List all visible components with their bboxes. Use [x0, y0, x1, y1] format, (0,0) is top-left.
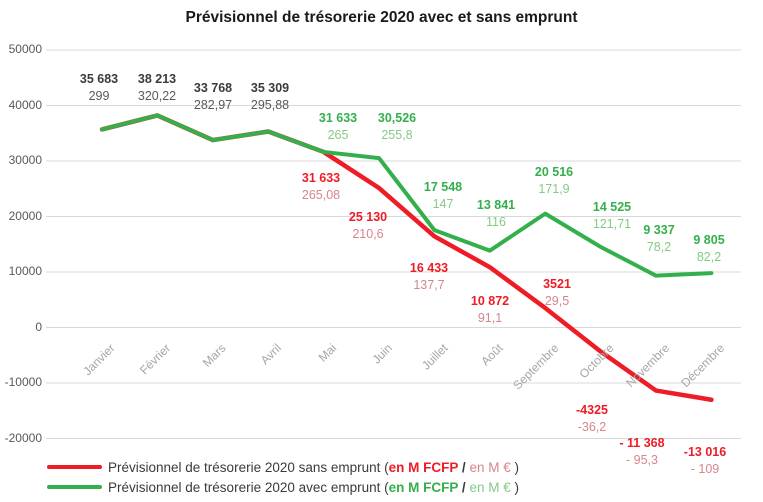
data-label-eur: 295,88 — [250, 98, 290, 112]
legend-label-avec-emprunt: Prévisionnel de trésorerie 2020 avec emp… — [108, 479, 519, 495]
data-label-eur: 299 — [88, 89, 110, 103]
data-label-avec-emprunt: 14 525 121,71 — [593, 199, 631, 233]
data-label-avec-emprunt: 31 633 265 — [319, 110, 357, 144]
data-label-shared: 35 309 295,88 — [251, 80, 289, 114]
data-label-eur: - 109 — [690, 462, 720, 476]
legend-item-avec-emprunt: Prévisionnel de trésorerie 2020 avec emp… — [47, 477, 519, 497]
data-label-fcfp: 9 337 — [643, 223, 675, 237]
data-label-eur: 91,1 — [477, 311, 503, 325]
data-label-fcfp: 13 841 — [476, 198, 516, 212]
data-label-sans-emprunt: 10 872 91,1 — [471, 293, 509, 327]
chart-title: Prévisionnel de trésorerie 2020 avec et … — [185, 9, 578, 26]
data-label-sans-emprunt: - 11 368 - 95,3 — [619, 435, 664, 469]
data-label-eur: - 95,3 — [626, 453, 658, 467]
data-label-eur: 82,2 — [696, 250, 722, 264]
data-label-eur: 29,5 — [544, 294, 570, 308]
data-label-fcfp: 33 768 — [193, 81, 233, 95]
legend-label-sans-emprunt: Prévisionnel de trésorerie 2020 sans emp… — [108, 459, 519, 475]
series-line-green — [100, 113, 714, 278]
data-label-eur: 210,6 — [352, 227, 384, 241]
data-label-fcfp: 35 309 — [250, 81, 290, 95]
y-axis-tick-label: 10000 — [8, 264, 42, 278]
data-label-fcfp: 3521 — [543, 277, 571, 291]
data-label-sans-emprunt: 3521 29,5 — [543, 276, 571, 310]
data-label-fcfp: - 11 368 — [619, 436, 665, 450]
data-label-avec-emprunt: 9 805 82,2 — [693, 232, 724, 266]
data-label-avec-emprunt: 13 841 116 — [477, 197, 515, 231]
data-label-avec-emprunt: 9 337 78,2 — [643, 222, 674, 256]
data-label-eur: 171,9 — [538, 182, 570, 196]
data-label-eur: 255,8 — [381, 128, 413, 142]
data-label-fcfp: 31 633 — [301, 171, 341, 185]
data-label-fcfp: 20 516 — [534, 165, 574, 179]
data-label-fcfp: 30,526 — [377, 111, 417, 125]
y-axis-tick-label: 30000 — [8, 153, 42, 167]
data-label-fcfp: 17 548 — [423, 180, 463, 194]
data-label-eur: 121,71 — [592, 217, 632, 231]
data-label-shared: 38 213 320,22 — [138, 71, 176, 105]
data-label-fcfp: -13 016 — [683, 445, 727, 459]
data-label-shared: 35 683 299 — [80, 71, 118, 105]
data-label-fcfp: 16 433 — [409, 261, 449, 275]
data-label-eur: 265 — [327, 128, 349, 142]
y-axis-tick-label: 20000 — [8, 208, 42, 223]
y-axis-tick-label: 40000 — [8, 97, 42, 112]
legend-line-red-icon — [47, 465, 102, 469]
data-label-sans-emprunt: -4325 -36,2 — [576, 402, 608, 436]
data-label-shared: 33 768 282,97 — [194, 80, 232, 114]
y-axis-tick-label: 50000 — [8, 42, 42, 56]
data-label-eur: 137,7 — [413, 278, 445, 292]
y-axis-tick-label: -20000 — [4, 430, 42, 445]
data-label-eur: 282,97 — [193, 98, 233, 112]
data-label-fcfp: 9 805 — [693, 233, 725, 247]
data-label-eur: 147 — [432, 197, 454, 211]
data-label-eur: 320,22 — [137, 89, 177, 103]
data-label-fcfp: 14 525 — [592, 200, 632, 214]
y-axis-tick-label: -10000 — [4, 375, 42, 389]
legend-line-green-icon — [47, 485, 102, 489]
data-label-eur: 78,2 — [646, 240, 672, 254]
data-label-fcfp: 10 872 — [470, 294, 510, 308]
data-label-fcfp: 31 633 — [318, 111, 358, 125]
data-label-fcfp: 25 130 — [348, 210, 388, 224]
data-label-eur: 116 — [486, 215, 506, 229]
data-label-sans-emprunt: -13 016 - 109 — [684, 444, 726, 478]
data-label-avec-emprunt: 30,526 255,8 — [378, 110, 416, 144]
data-label-fcfp: 35 683 — [79, 72, 119, 86]
data-label-avec-emprunt: 20 516 171,9 — [535, 164, 573, 198]
data-label-sans-emprunt: 31 633 265,08 — [302, 170, 340, 204]
data-label-avec-emprunt: 17 548 147 — [424, 179, 462, 213]
data-label-fcfp: -4325 — [576, 403, 608, 417]
data-label-eur: 265,08 — [301, 188, 341, 202]
data-label-sans-emprunt: 16 433 137,7 — [410, 260, 448, 294]
data-label-fcfp: 38 213 — [137, 72, 177, 86]
data-label-sans-emprunt: 25 130 210,6 — [349, 209, 387, 243]
data-label-eur: -36,2 — [577, 420, 607, 434]
legend-item-sans-emprunt: Prévisionnel de trésorerie 2020 sans emp… — [47, 457, 519, 477]
legend: Prévisionnel de trésorerie 2020 sans emp… — [47, 457, 519, 497]
y-axis-tick-label: 0 — [35, 319, 42, 334]
